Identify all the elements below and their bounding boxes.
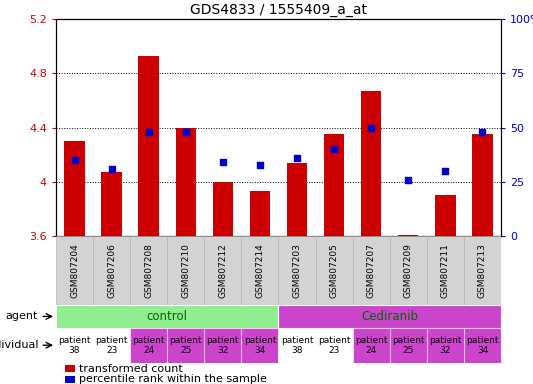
- Point: [70, 157, 79, 163]
- Text: GSM807212: GSM807212: [219, 243, 228, 298]
- Bar: [139, 56, 159, 236]
- Text: GSM807203: GSM807203: [293, 243, 302, 298]
- Text: Cediranib: Cediranib: [361, 310, 418, 323]
- Point: [404, 177, 413, 183]
- Bar: [278, 236, 316, 305]
- Text: GSM807214: GSM807214: [255, 243, 264, 298]
- Title: GDS4833 / 1555409_a_at: GDS4833 / 1555409_a_at: [190, 3, 367, 17]
- Bar: [287, 163, 307, 236]
- Bar: [56, 305, 278, 328]
- Bar: [130, 236, 167, 305]
- Bar: [278, 305, 501, 328]
- Bar: [472, 134, 492, 236]
- Bar: [130, 328, 167, 363]
- Bar: [250, 191, 270, 236]
- Bar: [167, 328, 204, 363]
- Bar: [278, 328, 316, 363]
- Bar: [167, 236, 204, 305]
- Text: GSM807205: GSM807205: [329, 243, 338, 298]
- Text: percentile rank within the sample: percentile rank within the sample: [79, 374, 267, 384]
- Bar: [241, 328, 278, 363]
- Bar: [65, 365, 75, 372]
- Text: GSM807204: GSM807204: [70, 243, 79, 298]
- Bar: [390, 236, 427, 305]
- Text: transformed count: transformed count: [79, 364, 183, 374]
- Text: patient
34: patient 34: [466, 336, 499, 355]
- Text: patient
24: patient 24: [355, 336, 387, 355]
- Bar: [464, 236, 501, 305]
- Text: patient
23: patient 23: [318, 336, 350, 355]
- Point: [219, 159, 227, 166]
- Bar: [353, 328, 390, 363]
- Point: [144, 129, 153, 135]
- Bar: [398, 235, 418, 236]
- Bar: [204, 236, 241, 305]
- Text: patient
25: patient 25: [169, 336, 202, 355]
- Point: [478, 129, 487, 135]
- Text: patient
34: patient 34: [244, 336, 276, 355]
- Point: [330, 146, 338, 152]
- Text: GSM807209: GSM807209: [404, 243, 413, 298]
- Bar: [213, 182, 233, 236]
- Text: patient
38: patient 38: [58, 336, 91, 355]
- Point: [107, 166, 116, 172]
- Text: agent: agent: [6, 311, 38, 321]
- Bar: [435, 195, 456, 236]
- Bar: [65, 376, 75, 383]
- Bar: [324, 134, 344, 236]
- Bar: [464, 328, 501, 363]
- Text: GSM807211: GSM807211: [441, 243, 450, 298]
- Bar: [361, 91, 382, 236]
- Text: patient
32: patient 32: [429, 336, 462, 355]
- Bar: [93, 236, 130, 305]
- Point: [293, 155, 301, 161]
- Text: GSM807210: GSM807210: [181, 243, 190, 298]
- Point: [441, 168, 450, 174]
- Bar: [390, 328, 427, 363]
- Text: GSM807208: GSM807208: [144, 243, 153, 298]
- Text: GSM807213: GSM807213: [478, 243, 487, 298]
- Bar: [93, 328, 130, 363]
- Point: [256, 162, 264, 168]
- Text: control: control: [147, 310, 188, 323]
- Bar: [316, 328, 353, 363]
- Bar: [56, 236, 93, 305]
- Text: patient
24: patient 24: [132, 336, 165, 355]
- Bar: [64, 141, 85, 236]
- Point: [367, 124, 375, 131]
- Text: individual: individual: [0, 340, 38, 350]
- Bar: [427, 236, 464, 305]
- Text: patient
32: patient 32: [207, 336, 239, 355]
- Text: GSM807206: GSM807206: [107, 243, 116, 298]
- Text: patient
38: patient 38: [281, 336, 313, 355]
- Bar: [56, 328, 93, 363]
- Bar: [316, 236, 353, 305]
- Point: [182, 129, 190, 135]
- Bar: [241, 236, 278, 305]
- Text: GSM807207: GSM807207: [367, 243, 376, 298]
- Bar: [353, 236, 390, 305]
- Text: patient
25: patient 25: [392, 336, 425, 355]
- Bar: [101, 172, 122, 236]
- Text: patient
23: patient 23: [95, 336, 128, 355]
- Bar: [204, 328, 241, 363]
- Bar: [427, 328, 464, 363]
- Bar: [175, 127, 196, 236]
